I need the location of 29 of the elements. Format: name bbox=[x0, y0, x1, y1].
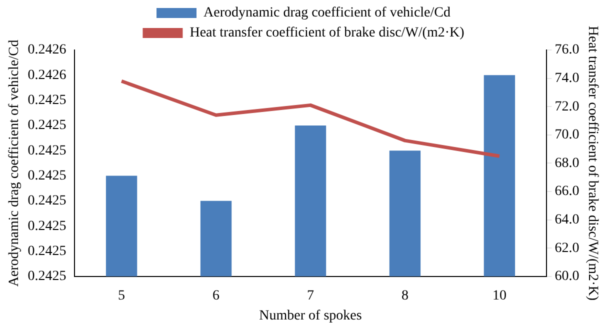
legend-label: Aerodynamic drag coefficient of vehicle/Cd bbox=[204, 6, 450, 21]
y2-tick-label: 72.0 bbox=[554, 99, 580, 114]
x-axis-title: Number of spokes bbox=[259, 308, 362, 324]
y2-tick-label: 64.0 bbox=[554, 212, 580, 228]
x-tick-label: 8 bbox=[401, 288, 408, 304]
y-tick-label: 0.2425 bbox=[28, 92, 66, 108]
y2-tick-label: 60.0 bbox=[554, 269, 580, 284]
y-tick-label: 0.2425 bbox=[28, 244, 66, 259]
y-tick-label: 0.2425 bbox=[28, 194, 66, 209]
y-tick-label: 0.2425 bbox=[28, 143, 66, 158]
y2-tick-label: 76.0 bbox=[554, 42, 580, 58]
x-tick-label: 6 bbox=[212, 288, 220, 304]
y-tick-label: 0.2425 bbox=[28, 118, 66, 134]
y2-axis-title: Heat transfer coefficient of brake disc/W/(m2·K) bbox=[584, 26, 600, 301]
y-tick-label: 0.2425 bbox=[28, 218, 66, 234]
y2-tick-label: 68.0 bbox=[554, 156, 580, 171]
y2-tick-label: 62.0 bbox=[554, 240, 580, 256]
y-tick-label: 0.2426 bbox=[28, 42, 66, 58]
x-tick-label: 10 bbox=[492, 288, 506, 304]
x-tick-label: 7 bbox=[307, 288, 314, 304]
y2-tick-label: 74.0 bbox=[554, 70, 580, 86]
legend-label: Heat transfer coefficient of brake disc/W/(m2·K) bbox=[190, 26, 465, 41]
y-tick-label: 0.2425 bbox=[28, 269, 66, 284]
y-axis-title: Aerodynamic drag coefficient of vehicle/Cd bbox=[7, 40, 22, 287]
y2-tick-label: 66.0 bbox=[554, 184, 580, 200]
y-tick-label: 0.2425 bbox=[28, 168, 66, 184]
y-tick-label: 0.2426 bbox=[28, 68, 66, 83]
x-tick-label: 5 bbox=[118, 288, 126, 304]
y2-tick-label: 70.0 bbox=[554, 128, 580, 143]
